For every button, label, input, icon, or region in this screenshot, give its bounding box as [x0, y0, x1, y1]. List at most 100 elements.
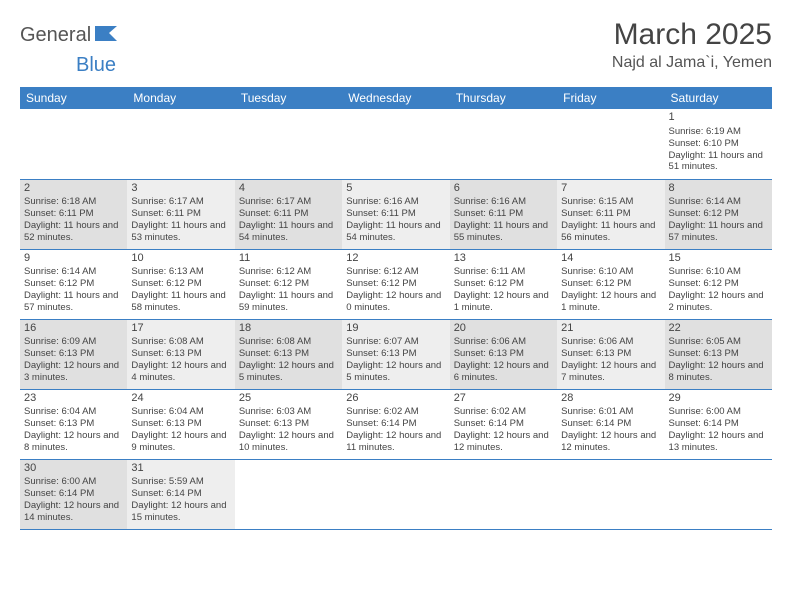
sunrise-text: Sunrise: 6:00 AM: [669, 406, 768, 418]
sunrise-text: Sunrise: 6:15 AM: [561, 196, 660, 208]
calendar-cell: [450, 109, 557, 179]
calendar-cell: 24Sunrise: 6:04 AMSunset: 6:13 PMDayligh…: [127, 389, 234, 459]
calendar-cell: 19Sunrise: 6:07 AMSunset: 6:13 PMDayligh…: [342, 319, 449, 389]
calendar-cell: [557, 109, 664, 179]
sunrise-text: Sunrise: 6:11 AM: [454, 266, 553, 278]
day-number: 18: [239, 322, 338, 336]
daylight-text: Daylight: 12 hours and 8 minutes.: [24, 430, 123, 454]
daylight-text: Daylight: 12 hours and 11 minutes.: [346, 430, 445, 454]
sunset-text: Sunset: 6:12 PM: [239, 278, 338, 290]
calendar-cell: 4Sunrise: 6:17 AMSunset: 6:11 PMDaylight…: [235, 179, 342, 249]
flag-icon: [95, 24, 121, 47]
sunset-text: Sunset: 6:14 PM: [669, 418, 768, 430]
month-title: March 2025: [612, 18, 772, 52]
calendar-row: 30Sunrise: 6:00 AMSunset: 6:14 PMDayligh…: [20, 459, 772, 529]
calendar-cell: 12Sunrise: 6:12 AMSunset: 6:12 PMDayligh…: [342, 249, 449, 319]
sunset-text: Sunset: 6:14 PM: [454, 418, 553, 430]
calendar-cell: 20Sunrise: 6:06 AMSunset: 6:13 PMDayligh…: [450, 319, 557, 389]
daylight-text: Daylight: 11 hours and 53 minutes.: [131, 220, 230, 244]
sunrise-text: Sunrise: 6:14 AM: [669, 196, 768, 208]
sunrise-text: Sunrise: 6:09 AM: [24, 336, 123, 348]
daylight-text: Daylight: 12 hours and 7 minutes.: [561, 360, 660, 384]
sunrise-text: Sunrise: 6:08 AM: [239, 336, 338, 348]
day-number: 14: [561, 252, 660, 266]
sunset-text: Sunset: 6:13 PM: [239, 418, 338, 430]
calendar-cell: 26Sunrise: 6:02 AMSunset: 6:14 PMDayligh…: [342, 389, 449, 459]
calendar-cell: 9Sunrise: 6:14 AMSunset: 6:12 PMDaylight…: [20, 249, 127, 319]
sunset-text: Sunset: 6:11 PM: [24, 208, 123, 220]
daylight-text: Daylight: 11 hours and 59 minutes.: [239, 290, 338, 314]
daylight-text: Daylight: 12 hours and 0 minutes.: [346, 290, 445, 314]
sunset-text: Sunset: 6:13 PM: [24, 418, 123, 430]
daylight-text: Daylight: 11 hours and 55 minutes.: [454, 220, 553, 244]
sunset-text: Sunset: 6:13 PM: [24, 348, 123, 360]
day-header: Sunday: [20, 87, 127, 109]
sunset-text: Sunset: 6:10 PM: [669, 138, 768, 150]
logo: General: [20, 24, 121, 47]
day-number: 4: [239, 182, 338, 196]
daylight-text: Daylight: 12 hours and 9 minutes.: [131, 430, 230, 454]
calendar-cell: 13Sunrise: 6:11 AMSunset: 6:12 PMDayligh…: [450, 249, 557, 319]
daylight-text: Daylight: 12 hours and 1 minute.: [454, 290, 553, 314]
sunset-text: Sunset: 6:12 PM: [346, 278, 445, 290]
daylight-text: Daylight: 11 hours and 52 minutes.: [24, 220, 123, 244]
day-number: 11: [239, 252, 338, 266]
daylight-text: Daylight: 11 hours and 54 minutes.: [346, 220, 445, 244]
day-header: Thursday: [450, 87, 557, 109]
day-number: 1: [669, 111, 768, 125]
daylight-text: Daylight: 12 hours and 4 minutes.: [131, 360, 230, 384]
sunrise-text: Sunrise: 6:07 AM: [346, 336, 445, 348]
calendar-row: 23Sunrise: 6:04 AMSunset: 6:13 PMDayligh…: [20, 389, 772, 459]
sunrise-text: Sunrise: 6:14 AM: [24, 266, 123, 278]
day-number: 15: [669, 252, 768, 266]
day-number: 3: [131, 182, 230, 196]
calendar-row: 2Sunrise: 6:18 AMSunset: 6:11 PMDaylight…: [20, 179, 772, 249]
calendar-cell: 31Sunrise: 5:59 AMSunset: 6:14 PMDayligh…: [127, 459, 234, 529]
calendar-cell: 28Sunrise: 6:01 AMSunset: 6:14 PMDayligh…: [557, 389, 664, 459]
calendar-cell: [342, 109, 449, 179]
sunset-text: Sunset: 6:12 PM: [454, 278, 553, 290]
calendar-cell: 22Sunrise: 6:05 AMSunset: 6:13 PMDayligh…: [665, 319, 772, 389]
sunrise-text: Sunrise: 6:04 AM: [24, 406, 123, 418]
calendar-cell: [342, 459, 449, 529]
daylight-text: Daylight: 11 hours and 57 minutes.: [669, 220, 768, 244]
sunset-text: Sunset: 6:11 PM: [454, 208, 553, 220]
day-number: 2: [24, 182, 123, 196]
sunrise-text: Sunrise: 6:06 AM: [561, 336, 660, 348]
daylight-text: Daylight: 11 hours and 58 minutes.: [131, 290, 230, 314]
day-number: 31: [131, 462, 230, 476]
day-number: 17: [131, 322, 230, 336]
sunset-text: Sunset: 6:13 PM: [669, 348, 768, 360]
sunrise-text: Sunrise: 6:16 AM: [454, 196, 553, 208]
daylight-text: Daylight: 12 hours and 5 minutes.: [239, 360, 338, 384]
sunset-text: Sunset: 6:12 PM: [24, 278, 123, 290]
daylight-text: Daylight: 11 hours and 54 minutes.: [239, 220, 338, 244]
day-number: 25: [239, 392, 338, 406]
daylight-text: Daylight: 12 hours and 6 minutes.: [454, 360, 553, 384]
daylight-text: Daylight: 12 hours and 5 minutes.: [346, 360, 445, 384]
sunrise-text: Sunrise: 6:04 AM: [131, 406, 230, 418]
calendar-cell: [665, 459, 772, 529]
calendar-cell: 15Sunrise: 6:10 AMSunset: 6:12 PMDayligh…: [665, 249, 772, 319]
sunset-text: Sunset: 6:13 PM: [239, 348, 338, 360]
calendar-cell: 7Sunrise: 6:15 AMSunset: 6:11 PMDaylight…: [557, 179, 664, 249]
sunrise-text: Sunrise: 6:16 AM: [346, 196, 445, 208]
sunrise-text: Sunrise: 6:19 AM: [669, 126, 768, 138]
sunrise-text: Sunrise: 6:12 AM: [239, 266, 338, 278]
sunset-text: Sunset: 6:14 PM: [131, 488, 230, 500]
calendar-cell: [235, 459, 342, 529]
calendar-cell: 21Sunrise: 6:06 AMSunset: 6:13 PMDayligh…: [557, 319, 664, 389]
day-number: 13: [454, 252, 553, 266]
calendar-cell: 5Sunrise: 6:16 AMSunset: 6:11 PMDaylight…: [342, 179, 449, 249]
sunrise-text: Sunrise: 6:10 AM: [561, 266, 660, 278]
calendar-cell: 6Sunrise: 6:16 AMSunset: 6:11 PMDaylight…: [450, 179, 557, 249]
logo-text-blue: Blue: [76, 54, 116, 76]
sunrise-text: Sunrise: 6:13 AM: [131, 266, 230, 278]
sunset-text: Sunset: 6:11 PM: [561, 208, 660, 220]
sunset-text: Sunset: 6:13 PM: [131, 348, 230, 360]
daylight-text: Daylight: 12 hours and 1 minute.: [561, 290, 660, 314]
day-number: 6: [454, 182, 553, 196]
sunrise-text: Sunrise: 6:00 AM: [24, 476, 123, 488]
day-number: 19: [346, 322, 445, 336]
sunrise-text: Sunrise: 6:02 AM: [454, 406, 553, 418]
